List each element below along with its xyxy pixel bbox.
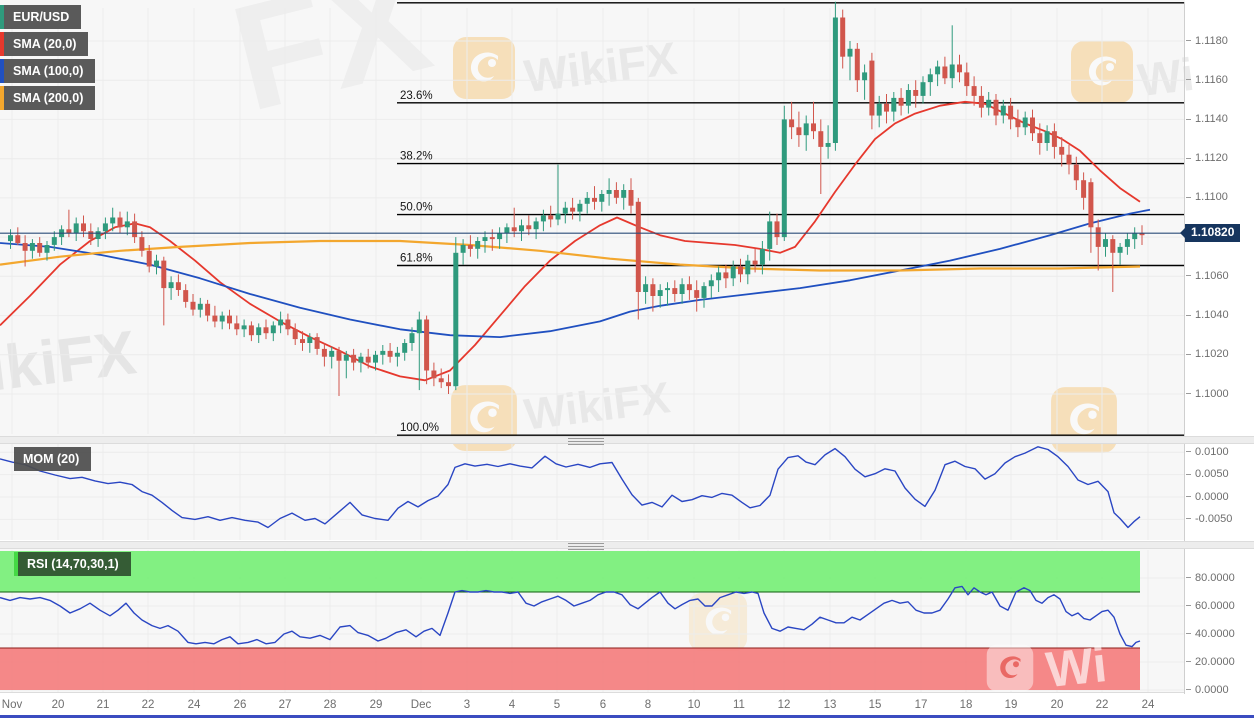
axis-tick-label: 1.1160 (1186, 74, 1228, 86)
bottom-accent-bar (0, 715, 1254, 718)
date-tick-label: 4 (508, 699, 516, 711)
date-tick-label: 20 (1050, 699, 1064, 711)
svg-text:61.8%: 61.8% (400, 253, 433, 265)
legend-sma200[interactable]: SMA (200,0) (0, 86, 96, 110)
current-price-badge: 1.10820 (1179, 224, 1241, 243)
date-tick-label: 28 (323, 699, 337, 711)
date-tick-label: Nov (1, 699, 23, 711)
date-tick-label: 5 (553, 699, 561, 711)
date-tick-label: 10 (687, 699, 701, 711)
date-tick-label: 20 (51, 699, 65, 711)
legend-label: MOM (20) (23, 452, 80, 466)
date-tick-label: 17 (914, 699, 928, 711)
svg-text:23.6%: 23.6% (400, 90, 433, 102)
date-tick-label: 27 (278, 699, 292, 711)
axis-tick-label: 1.1060 (1186, 270, 1229, 282)
axis-tick-label: 0.0000 (1186, 491, 1229, 503)
date-tick-label: 24 (187, 699, 201, 711)
legend-label: RSI (14,70,30,1) (27, 557, 119, 571)
series-color-bar (0, 86, 4, 110)
legend-sma100[interactable]: SMA (100,0) (0, 59, 96, 83)
axis-tick-label: 0.0100 (1186, 446, 1229, 458)
date-tick-label: 3 (463, 699, 471, 711)
axis-tick-label: 0.0050 (1186, 468, 1229, 480)
axis-tick-label: 80.0000 (1186, 572, 1235, 584)
drag-grip-icon (568, 543, 604, 550)
legend-label: SMA (100,0) (13, 64, 84, 78)
panel-resize-handle[interactable] (0, 541, 1254, 550)
axis-tick-label: 40.0000 (1186, 628, 1235, 640)
axis-tick-label: 1.1100 (1186, 191, 1228, 203)
svg-text:38.2%: 38.2% (400, 151, 433, 163)
date-tick-label: Dec (410, 699, 432, 711)
series-color-bar (0, 5, 4, 29)
price-panel-background (0, 0, 1185, 436)
axis-tick-label: 1.1120 (1186, 152, 1228, 164)
date-tick-label: 8 (644, 699, 652, 711)
legend-rsi[interactable]: RSI (14,70,30,1) (14, 552, 131, 576)
legend-label: EUR/USD (13, 10, 70, 24)
date-tick-label: 29 (369, 699, 383, 711)
legend-momentum[interactable]: MOM (20) (14, 447, 92, 471)
date-tick-label: 24 (1141, 699, 1155, 711)
date-tick-label: 13 (823, 699, 837, 711)
svg-text:50.0%: 50.0% (400, 202, 433, 214)
date-tick-label: 19 (1004, 699, 1018, 711)
date-tick-label: 15 (868, 699, 882, 711)
date-tick-label: 22 (141, 699, 155, 711)
series-color-bar (0, 59, 4, 83)
series-color-bar (14, 552, 18, 576)
axis-tick-label: -0.0050 (1186, 513, 1232, 525)
series-color-bar (0, 32, 4, 56)
date-tick-label: 26 (233, 699, 247, 711)
momentum-panel-background (0, 444, 1185, 540)
drag-grip-icon (568, 438, 604, 445)
axis-tick-label: 1.1140 (1186, 113, 1228, 125)
panel-resize-handle[interactable] (0, 436, 1254, 445)
date-tick-label: 21 (96, 699, 110, 711)
date-tick-label: 22 (1095, 699, 1109, 711)
axis-tick-label: 0.0000 (1186, 684, 1229, 696)
axis-tick-label: 1.1020 (1186, 348, 1229, 360)
axis-tick-label: 20.0000 (1186, 656, 1235, 668)
legend-eurusd[interactable]: EUR/USD (0, 5, 82, 29)
main-chart-legend: EUR/USD SMA (20,0) SMA (100,0) SMA (200,… (0, 5, 96, 113)
date-tick-label: 11 (733, 699, 745, 711)
date-tick-label: 18 (959, 699, 973, 711)
axis-tick-label: 1.1000 (1186, 388, 1229, 400)
axis-tick-label: 1.1180 (1186, 35, 1228, 47)
legend-label: SMA (20,0) (13, 37, 77, 51)
svg-text:100.0%: 100.0% (400, 422, 439, 434)
legend-sma20[interactable]: SMA (20,0) (0, 32, 89, 56)
axis-tick-label: 60.0000 (1186, 600, 1235, 612)
date-tick-label: 6 (599, 699, 607, 711)
legend-label: SMA (200,0) (13, 91, 84, 105)
date-tick-label: 12 (777, 699, 791, 711)
axis-tick-label: 1.1040 (1186, 309, 1229, 321)
